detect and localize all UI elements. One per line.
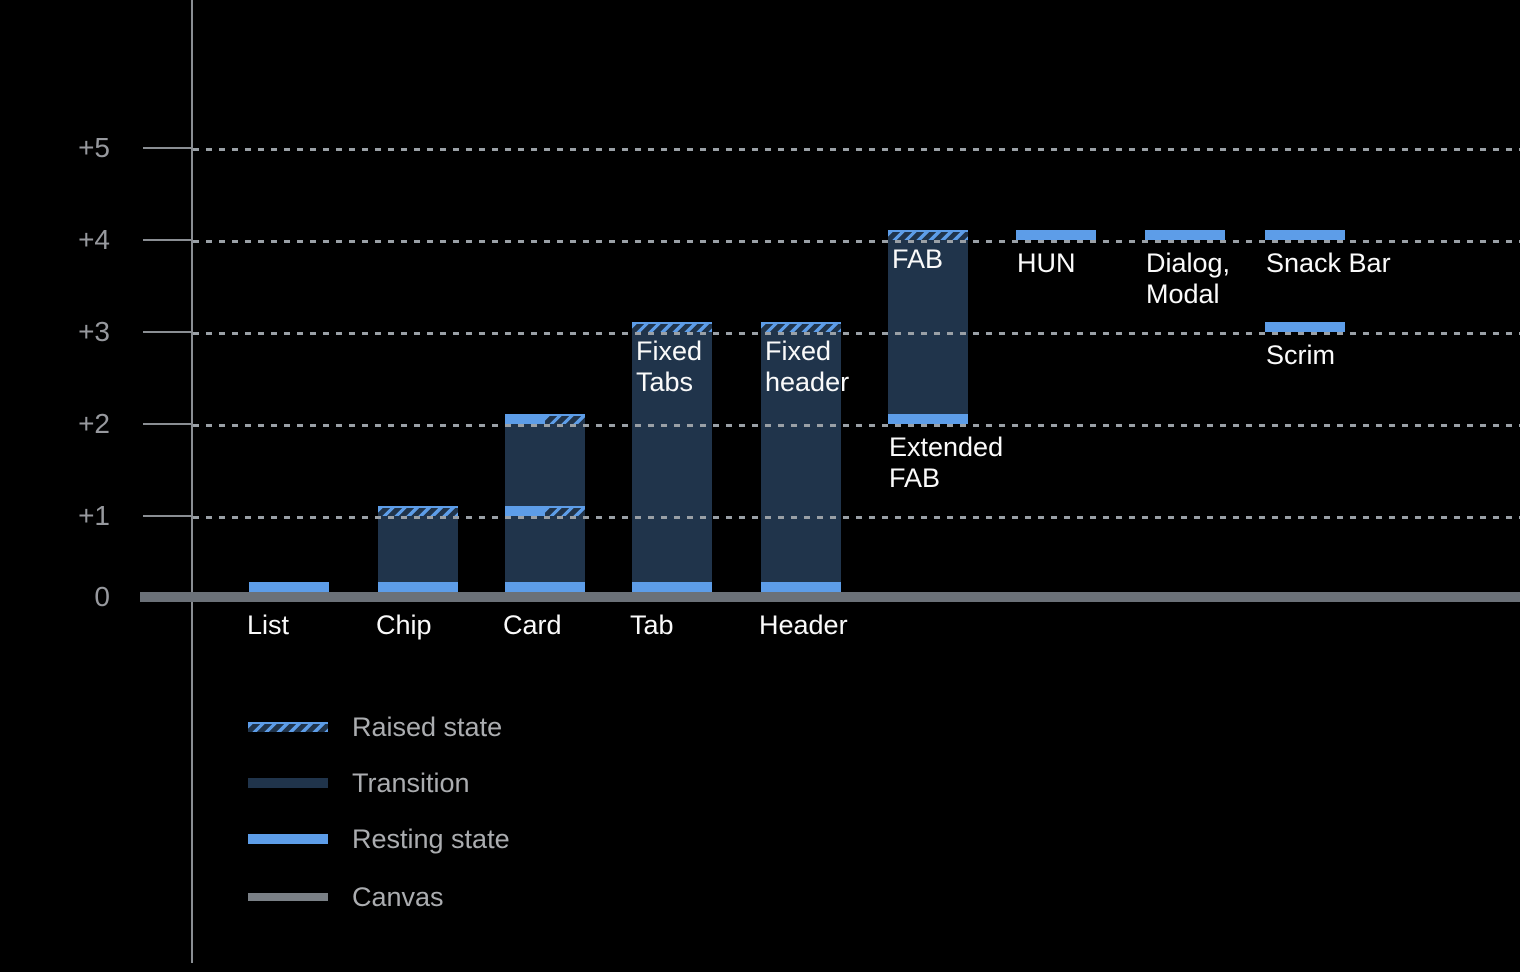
category-label: Card [503, 610, 562, 640]
bar-below-label: Extended FAB [889, 432, 1004, 493]
gridline-+4 [193, 240, 1520, 243]
gridline-+5 [193, 148, 1520, 151]
bar-band-resting [761, 582, 841, 592]
bar-band-resting [249, 582, 329, 592]
bar-transition-segment [632, 332, 712, 582]
legend-swatch-resting [248, 834, 328, 844]
y-axis-tick [143, 515, 193, 517]
bar-transition-segment [505, 424, 585, 582]
bar-band-resting-raised [505, 414, 585, 424]
category-label: List [247, 610, 290, 640]
bar-below-label: Dialog, Modal [1146, 248, 1231, 309]
legend-swatch-transition [248, 778, 328, 788]
bar-band-raised [761, 322, 841, 332]
gridline-+1 [193, 516, 1520, 519]
y-axis-tick [143, 239, 193, 241]
legend-label: Raised state [352, 712, 503, 742]
y-tick-label: 0 [94, 581, 110, 612]
bar-band-resting [505, 582, 585, 592]
bar-below-label: Scrim [1266, 340, 1335, 370]
y-tick-label: +5 [78, 132, 110, 163]
category-label: Header [759, 610, 848, 640]
bar-band-resting [378, 582, 458, 592]
bar-band-resting [1265, 230, 1345, 240]
y-tick-label: +3 [78, 316, 110, 347]
bar-inside-label: FAB [892, 244, 944, 274]
band-resting-half [505, 414, 545, 424]
legend-label: Canvas [352, 882, 444, 912]
canvas-baseline [140, 592, 1520, 602]
legend-swatch-canvas [248, 893, 328, 901]
gridline-+3 [193, 332, 1520, 335]
y-axis-line [191, 0, 193, 963]
band-raised-half [545, 506, 585, 516]
bar-band-resting [888, 414, 968, 424]
bar-band-resting [1265, 322, 1345, 332]
y-axis-tick [143, 331, 193, 333]
bar-transition-segment [378, 516, 458, 582]
band-raised-half [545, 414, 585, 424]
y-tick-label: +2 [78, 408, 110, 439]
bar-band-resting [632, 582, 712, 592]
bar-band-resting [1016, 230, 1096, 240]
bar-below-label: Snack Bar [1266, 248, 1391, 278]
bar-transition-segment [888, 240, 968, 414]
band-resting-half [505, 506, 545, 516]
bar-band-raised [632, 322, 712, 332]
bar-band-resting-raised [505, 506, 585, 516]
y-axis-tick [143, 423, 193, 425]
legend-swatch-raised [248, 722, 328, 732]
bar-inside-label: Fixed header [765, 336, 850, 397]
bar-below-label: HUN [1017, 248, 1076, 278]
category-label: Chip [376, 610, 432, 640]
gridline-+2 [193, 424, 1520, 427]
bar-band-resting [1145, 230, 1225, 240]
bar-inside-label: Fixed Tabs [636, 336, 703, 397]
bar-band-raised [888, 230, 968, 240]
bar-band-raised [378, 506, 458, 516]
y-tick-label: +4 [78, 224, 110, 255]
bar-transition-segment [761, 332, 841, 582]
legend-label: Resting state [352, 824, 510, 854]
y-tick-label: +1 [78, 500, 110, 531]
y-axis-tick [143, 147, 193, 149]
category-label: Tab [630, 610, 674, 640]
legend-label: Transition [352, 768, 470, 798]
